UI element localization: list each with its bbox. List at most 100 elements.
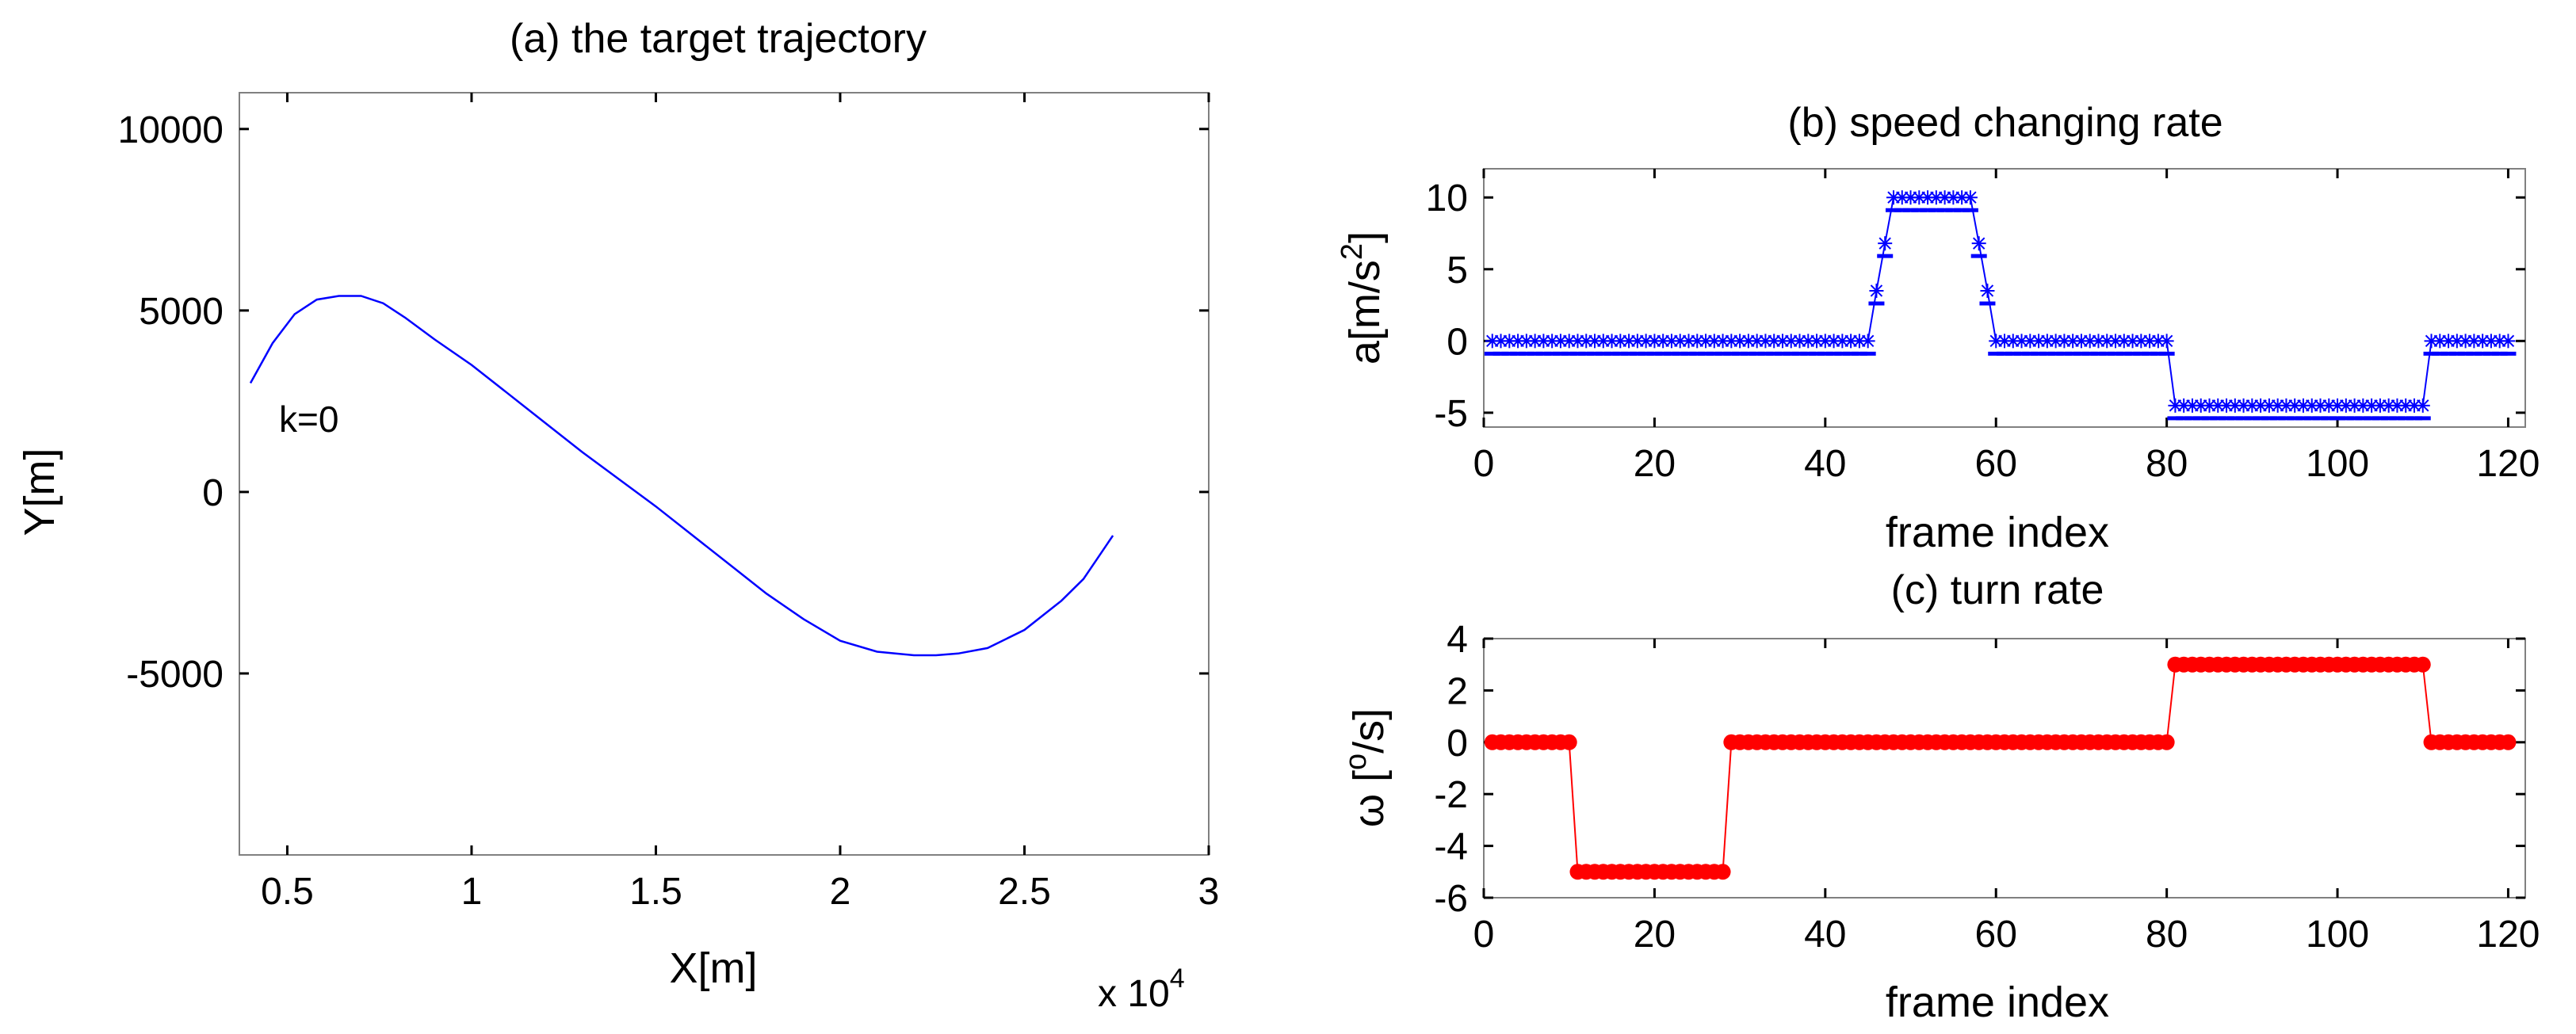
x-tick-label: 2 — [830, 871, 851, 913]
star-stroke — [1904, 191, 1917, 204]
star-stroke — [2382, 399, 2395, 412]
panel-b-xlabel: frame index — [1886, 509, 2109, 556]
speed-rate-point — [1511, 334, 1526, 349]
star-stroke — [1708, 334, 1721, 348]
speed-rate-point — [2372, 398, 2387, 413]
star-stroke — [2237, 399, 2250, 412]
panel-c-xlabel: frame index — [1886, 979, 2109, 1026]
speed-rate-point — [1502, 334, 1517, 349]
speed-rate-point — [1937, 190, 1952, 205]
star-stroke — [1648, 334, 1661, 348]
star-stroke — [1844, 334, 1857, 348]
turn-rate-point — [2500, 734, 2517, 750]
star-stroke — [1528, 334, 1542, 348]
star-stroke — [2356, 399, 2370, 412]
star-stroke — [2297, 399, 2310, 412]
panel-b-speed-rate: (b) speed changing rate frame index a[m/… — [1336, 100, 2540, 556]
star-stroke — [1930, 191, 1943, 204]
speed-rate-point — [1980, 283, 1995, 298]
star-stroke — [1921, 191, 1934, 204]
star-stroke — [1691, 334, 1703, 348]
turn-rate-point — [2158, 734, 2175, 750]
y-tick-label: 0 — [1447, 321, 1468, 363]
panel-c-turn-rate: (c) turn rate frame index ω [o/s] 0 20 40 6… — [1340, 567, 2540, 1026]
star-stroke — [2433, 334, 2447, 348]
star-stroke — [1733, 334, 1746, 348]
speed-rate-point — [2159, 334, 2174, 349]
star-stroke — [1546, 334, 1558, 348]
speed-rate-point — [2415, 398, 2430, 413]
speed-rate-point — [1971, 236, 1986, 251]
star-stroke — [1597, 334, 1610, 348]
star-stroke — [2476, 334, 2489, 348]
star-stroke — [2467, 334, 2481, 348]
panel-c-ylabel-base: ω [ — [1345, 770, 1393, 827]
x-tick-label: 3 — [1198, 871, 1220, 913]
star-stroke — [1657, 334, 1669, 348]
x-tick-label: 0 — [1473, 443, 1495, 485]
speed-rate-point — [1749, 334, 1764, 349]
x-tick-label: 20 — [1634, 914, 1676, 956]
panel-b-ylabel-end: ] — [1341, 231, 1389, 243]
star-stroke — [1631, 334, 1644, 348]
star-stroke — [2032, 334, 2045, 348]
x-tick-label: 80 — [2146, 914, 2188, 956]
panel-b-title: (b) speed changing rate — [1787, 100, 2222, 146]
star-stroke — [1725, 334, 1738, 348]
star-stroke — [1972, 237, 1986, 250]
star-stroke — [2306, 399, 2318, 412]
x-tick-label: 100 — [2306, 443, 2369, 485]
x-tick-label: 80 — [2146, 443, 2188, 485]
speed-rate-point — [1664, 334, 1679, 349]
star-stroke — [1639, 334, 1653, 348]
x-tick-label: 60 — [1975, 914, 2017, 956]
star-stroke — [2322, 399, 2335, 412]
y-tick-label: -6 — [1434, 878, 1468, 920]
y-tick-label: 5000 — [139, 291, 224, 333]
star-stroke — [2015, 334, 2028, 348]
panel-c-ylabel-sup: o — [1340, 754, 1373, 770]
star-stroke — [1716, 334, 1729, 348]
star-stroke — [1998, 334, 2011, 348]
star-stroke — [2160, 334, 2173, 348]
star-stroke — [2399, 399, 2412, 412]
star-stroke — [2340, 399, 2352, 412]
star-stroke — [1955, 191, 1968, 204]
star-stroke — [2135, 334, 2148, 348]
star-stroke — [2451, 334, 2463, 348]
speed-rate-point — [2313, 398, 2328, 413]
star-stroke — [2271, 399, 2284, 412]
star-stroke — [1819, 334, 1832, 348]
star-stroke — [2425, 334, 2438, 348]
star-stroke — [1827, 334, 1840, 348]
star-stroke — [2391, 399, 2404, 412]
panel-b-frame — [1483, 168, 2526, 428]
speed-rate-point — [1817, 334, 1833, 349]
star-stroke — [1776, 334, 1789, 348]
speed-rate-point — [1955, 190, 1970, 205]
y-tick-label: -5000 — [126, 654, 224, 696]
x-tick-label: 120 — [2476, 443, 2540, 485]
y-tick-label: 5 — [1447, 250, 1468, 292]
speed-rate-point — [1638, 334, 1653, 349]
star-stroke — [1486, 334, 1499, 348]
star-stroke — [1682, 334, 1695, 348]
star-stroke — [2075, 334, 2088, 348]
star-stroke — [1793, 334, 1806, 348]
star-stroke — [2211, 399, 2224, 412]
star-stroke — [1520, 334, 1533, 348]
panel-a-x-multiplier: x 104 — [1098, 963, 1185, 1015]
star-stroke — [1622, 334, 1635, 348]
star-stroke — [1571, 334, 1584, 348]
y-tick-label: 0 — [202, 472, 224, 514]
x-tick-label: 0 — [1473, 914, 1495, 956]
speed-rate-point — [1545, 334, 1560, 349]
speed-rate-point — [1869, 283, 1884, 298]
speed-rate-point — [1485, 334, 1500, 349]
star-stroke — [1887, 191, 1900, 204]
star-stroke — [1947, 191, 1960, 204]
star-stroke — [2049, 334, 2062, 348]
y-tick-label: 4 — [1447, 619, 1468, 661]
